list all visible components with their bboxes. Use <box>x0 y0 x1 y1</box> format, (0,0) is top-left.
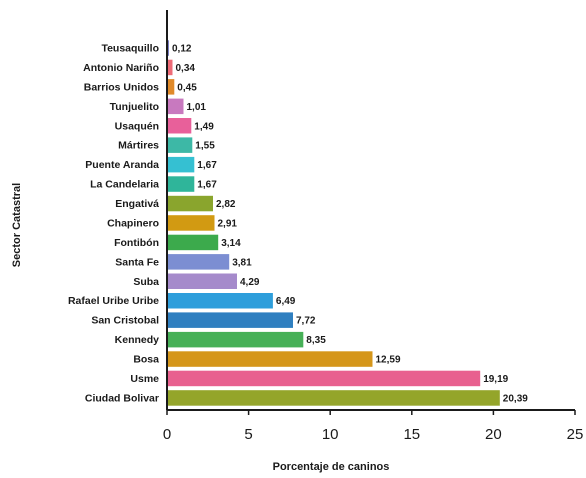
bar-suba <box>167 273 237 289</box>
value-label-san-cristobal: 7,72 <box>296 316 316 327</box>
x-tick-label-20: 20 <box>485 426 502 443</box>
bar-ciudad-bolivar <box>167 390 500 406</box>
bar-tunjuelito <box>167 98 184 115</box>
x-tick-label-15: 15 <box>403 426 420 443</box>
value-label-rafael-uribe-uribe: 6,49 <box>276 296 296 307</box>
value-label-usaquen: 1,49 <box>194 121 214 132</box>
category-label-tunjuelito: Tunjuelito <box>110 101 159 113</box>
category-label-san-cristobal: San Cristobal <box>91 315 159 327</box>
value-label-antonio-narino: 0,34 <box>176 63 196 74</box>
x-tick-label-25: 25 <box>567 426 584 443</box>
value-label-fontibon: 3,14 <box>221 238 241 249</box>
value-label-teusaquillo: 0,12 <box>172 44 192 55</box>
category-label-suba: Suba <box>133 276 159 288</box>
x-axis-title: Porcentaje de caninos <box>273 461 390 473</box>
value-label-barrios-unidos: 0,45 <box>177 82 197 93</box>
value-label-la-candelaria: 1,67 <box>197 180 217 191</box>
bar-kennedy <box>167 331 304 348</box>
category-label-puente-aranda: Puente Aranda <box>85 159 159 171</box>
bar-bosa <box>167 351 373 367</box>
value-label-martires: 1,55 <box>195 141 215 152</box>
category-label-la-candelaria: La Candelaria <box>90 179 159 191</box>
value-label-engativa: 2,82 <box>216 199 236 210</box>
bar-san-cristobal <box>167 312 293 328</box>
category-label-fontibon: Fontibón <box>114 237 159 249</box>
bar-usme <box>167 370 481 387</box>
category-label-antonio-narino: Antonio Nariño <box>83 62 159 74</box>
category-label-teusaquillo: Teusaquillo <box>101 43 159 55</box>
bar-usaquen <box>167 118 192 134</box>
value-label-bosa: 12,59 <box>376 355 401 366</box>
x-tick-label-10: 10 <box>322 426 339 443</box>
category-label-chapinero: Chapinero <box>107 218 159 230</box>
category-label-ciudad-bolivar: Ciudad Bolivar <box>85 392 159 404</box>
y-axis-title: Sector Catastral <box>11 183 23 267</box>
category-label-usme: Usme <box>130 373 159 385</box>
x-tick-label-0: 0 <box>163 426 171 443</box>
category-label-usaquen: Usaquén <box>115 120 159 132</box>
bar-rafael-uribe-uribe <box>167 293 273 309</box>
category-labels: Teusaquillo Antonio Nariño Barrios Unidos T… <box>68 43 159 405</box>
value-label-kennedy: 8,35 <box>306 335 326 346</box>
bar-fontibon <box>167 234 219 251</box>
bar-chapinero <box>167 215 215 231</box>
value-label-suba: 4,29 <box>240 277 260 288</box>
bar-santa-fe <box>167 254 230 270</box>
value-label-puente-aranda: 1,67 <box>197 160 217 171</box>
value-label-tunjuelito: 1,01 <box>187 102 207 113</box>
category-label-santa-fe: Santa Fe <box>115 256 159 268</box>
value-label-ciudad-bolivar: 20,39 <box>503 393 528 404</box>
bar-puente-aranda <box>167 156 195 173</box>
bars-group <box>167 40 500 406</box>
bar-la-candelaria <box>167 176 195 192</box>
bar-barrios-unidos <box>167 79 175 95</box>
category-label-rafael-uribe-uribe: Rafael Uribe Uribe <box>68 295 159 307</box>
value-labels: 0,12 0,34 0,45 1,01 1,49 1,55 1,67 1,67 2,82 2,91… <box>172 44 528 405</box>
value-label-santa-fe: 3,81 <box>232 257 252 268</box>
bar-antonio-narino <box>167 59 173 76</box>
category-label-martires: Mártires <box>118 140 159 152</box>
category-label-kennedy: Kennedy <box>115 334 160 346</box>
x-axis-ticks: 0 5 10 15 20 25 <box>163 410 584 443</box>
category-label-barrios-unidos: Barrios Unidos <box>84 81 159 93</box>
bar-engativa <box>167 195 213 212</box>
x-tick-label-5: 5 <box>244 426 252 443</box>
category-label-engativa: Engativá <box>115 198 159 210</box>
value-label-usme: 19,19 <box>483 374 508 385</box>
value-label-chapinero: 2,91 <box>218 219 238 230</box>
bar-martires <box>167 137 193 153</box>
category-label-bosa: Bosa <box>133 354 159 366</box>
